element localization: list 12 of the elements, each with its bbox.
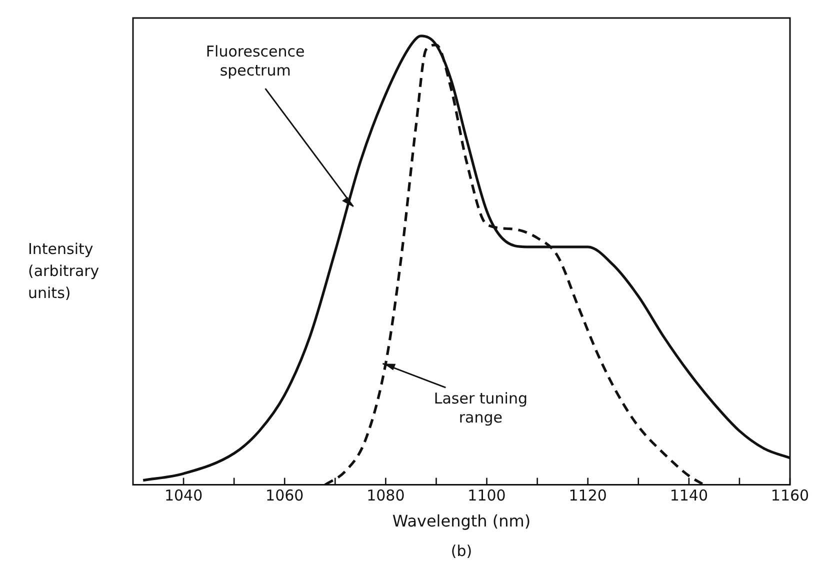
x-tick-label: 1120 [568, 486, 607, 505]
x-tick-label: 1100 [468, 486, 506, 505]
x-tick-label: 1080 [366, 486, 405, 505]
x-tick-label: 1060 [266, 486, 304, 505]
x-axis-title: Wavelength (nm) [392, 512, 531, 531]
annotation: Fluorescence spectrum [206, 42, 305, 80]
annotation: Laser tuning range [434, 390, 528, 427]
x-tick-label: 1160 [770, 486, 810, 505]
y-axis-title: Intensity (arbitrary units) [28, 239, 100, 304]
text: (b) [450, 542, 472, 560]
x-tick-label: 1040 [164, 486, 203, 505]
x-tick-label: 1140 [670, 486, 708, 505]
